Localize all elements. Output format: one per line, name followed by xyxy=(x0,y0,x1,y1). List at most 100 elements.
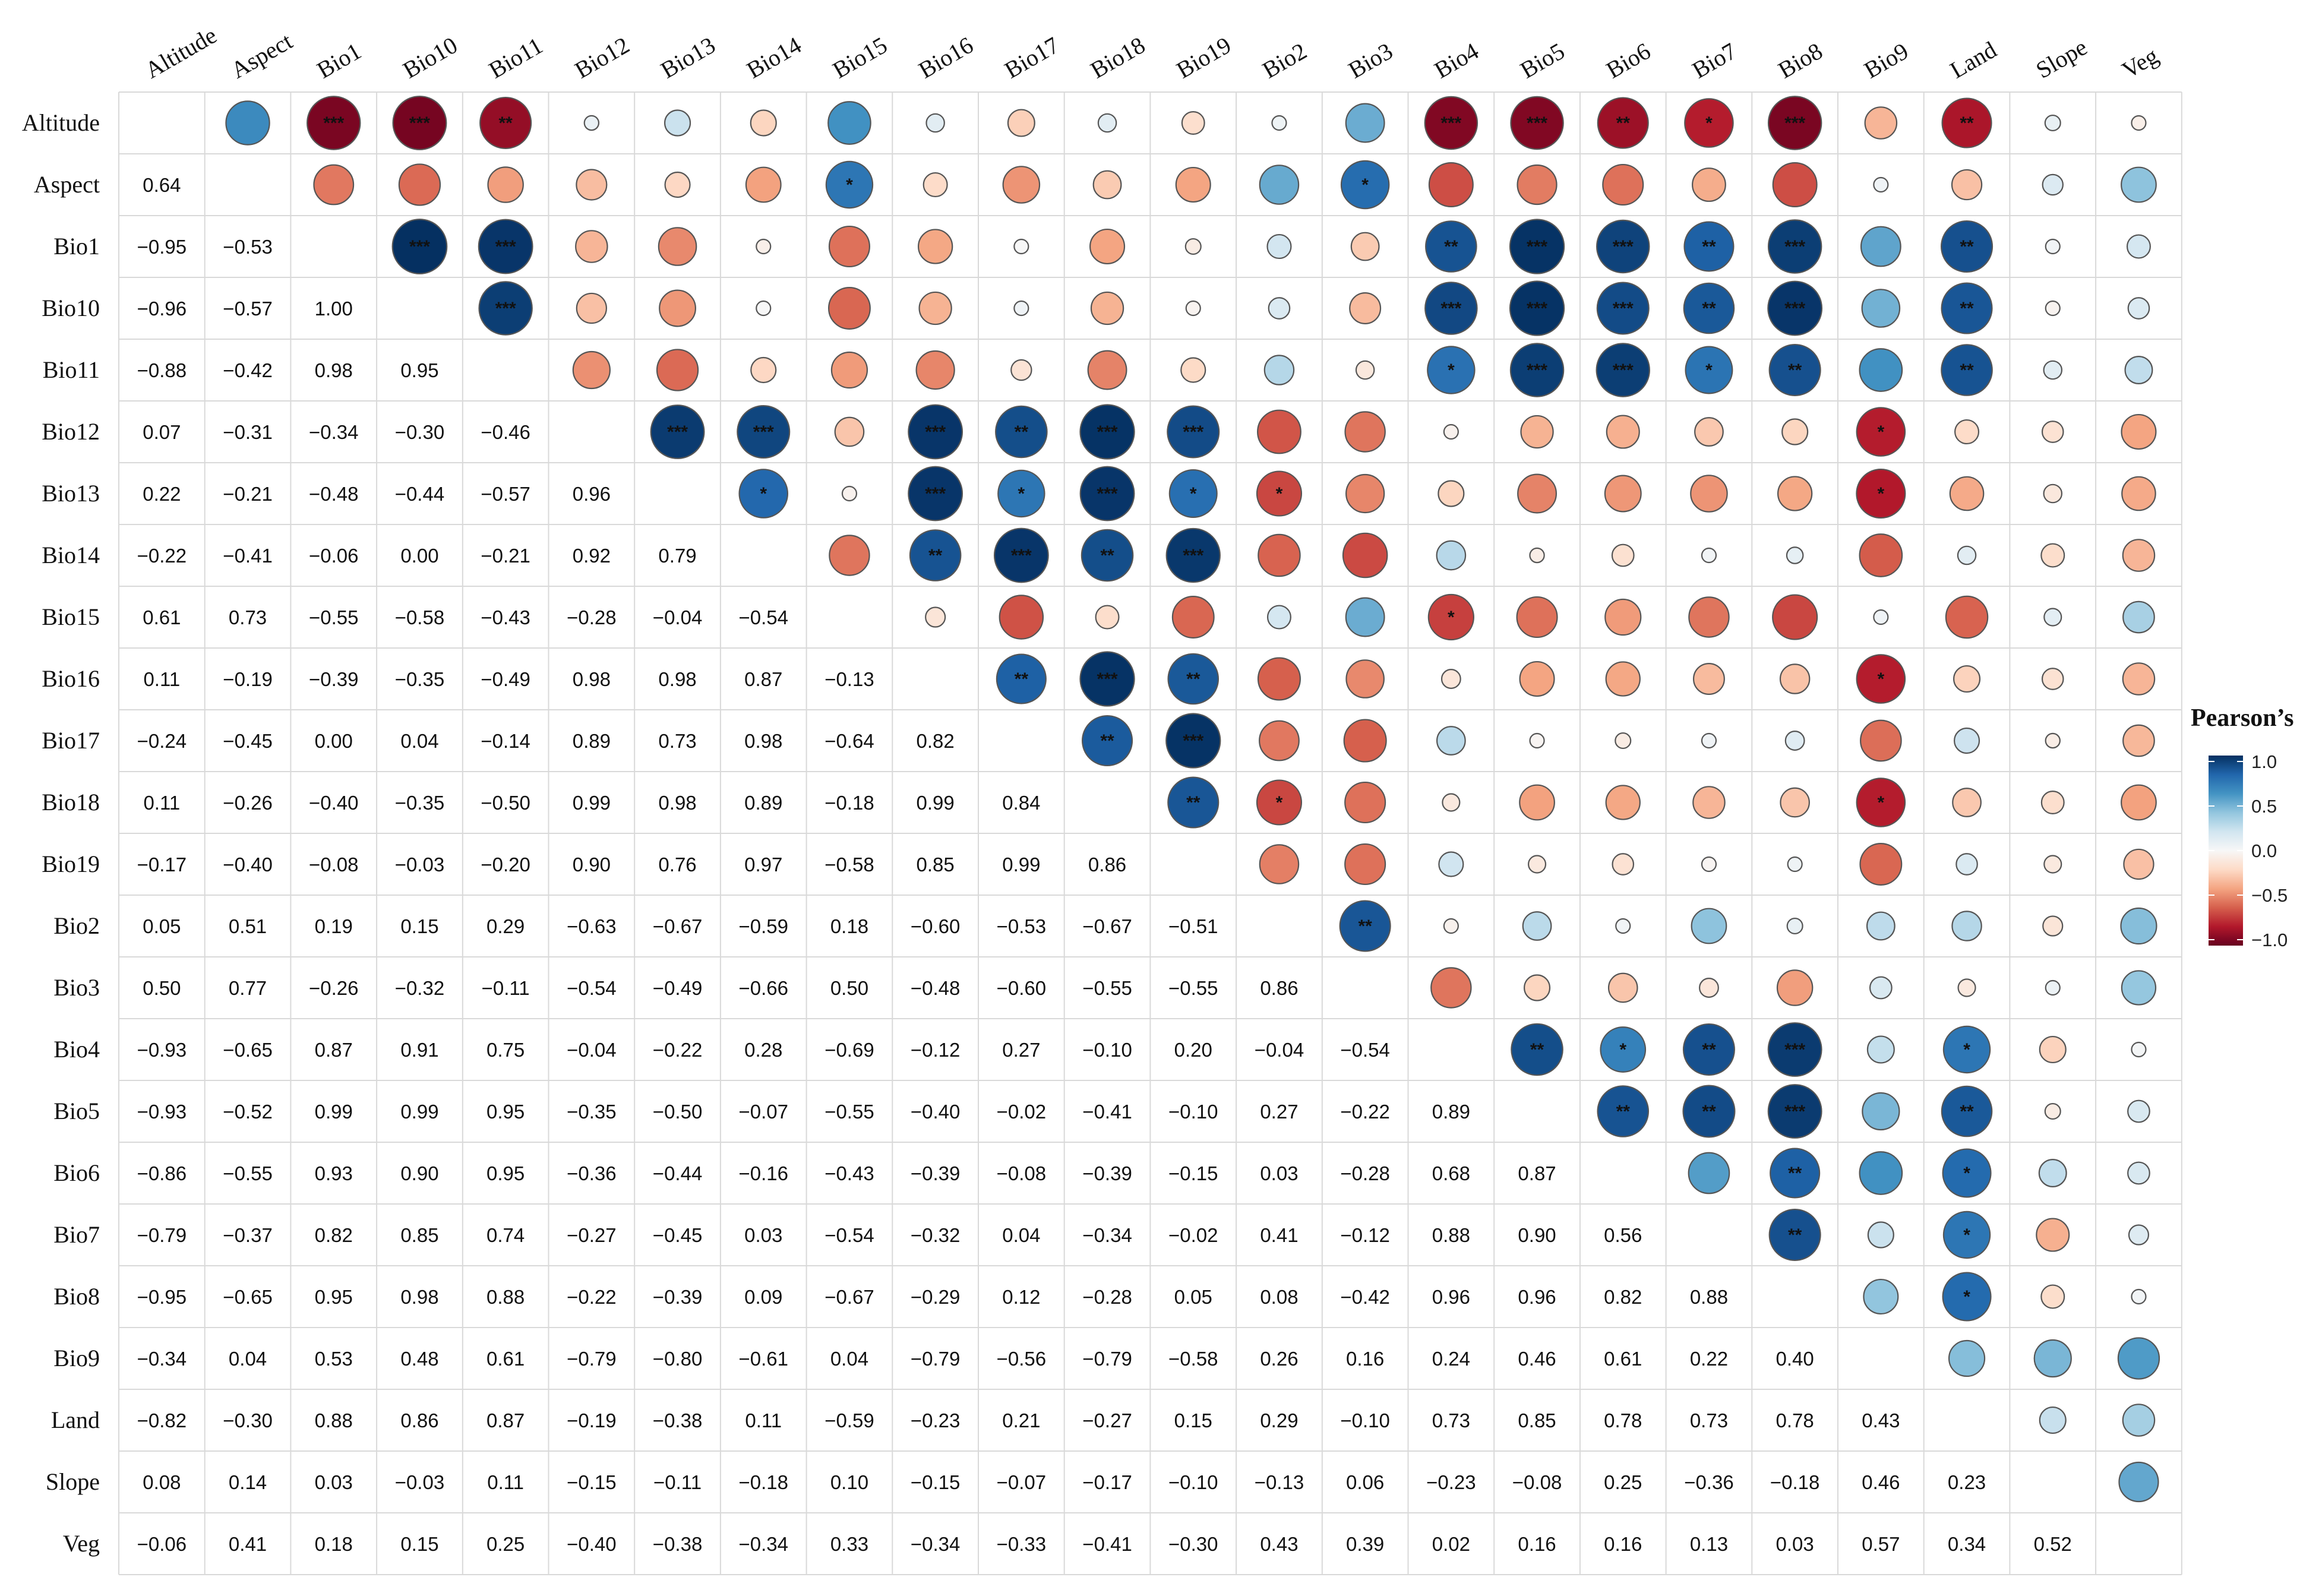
correlation-circle xyxy=(479,96,532,150)
significance-mark: ** xyxy=(1702,1102,1716,1121)
correlation-value: −0.28 xyxy=(567,606,617,628)
correlation-value: −0.57 xyxy=(481,483,530,505)
correlation-circle xyxy=(1271,115,1287,131)
legend-tick-label: 0.5 xyxy=(2251,796,2277,817)
correlation-value: 0.46 xyxy=(1518,1348,1556,1370)
significance-mark: *** xyxy=(1183,731,1203,751)
correlation-circle xyxy=(925,606,946,628)
legend-title: Pearson’s xyxy=(2191,704,2293,732)
correlation-circle xyxy=(1180,357,1206,383)
row-label: Bio5 xyxy=(53,1098,100,1124)
correlation-circle xyxy=(1519,660,1555,697)
correlation-value: −0.79 xyxy=(1082,1348,1132,1370)
correlation-value: 0.82 xyxy=(1604,1286,1642,1308)
correlation-circle xyxy=(908,466,963,522)
correlation-circle xyxy=(1942,1272,1992,1322)
correlation-value: 0.15 xyxy=(1174,1409,1212,1431)
correlation-value: −0.29 xyxy=(911,1286,961,1308)
correlation-value: 0.04 xyxy=(1002,1224,1040,1246)
correlation-circle xyxy=(1682,1085,1736,1138)
correlation-circle xyxy=(2044,114,2061,132)
correlation-value: −0.39 xyxy=(911,1162,961,1184)
correlation-circle xyxy=(1258,533,1301,577)
correlation-value: 0.03 xyxy=(744,1224,782,1246)
correlation-circle xyxy=(2131,1041,2147,1058)
correlation-value: −0.86 xyxy=(137,1162,187,1184)
correlation-circle xyxy=(1772,594,1818,640)
significance-mark: ** xyxy=(1616,1102,1631,1121)
correlation-value: 0.33 xyxy=(830,1533,868,1555)
correlation-circle xyxy=(1856,654,1906,704)
correlation-value: −0.95 xyxy=(137,236,187,258)
significance-mark: * xyxy=(846,175,853,195)
correlation-value: −0.37 xyxy=(223,1224,273,1246)
correlation-circle xyxy=(2120,907,2157,945)
correlation-circle xyxy=(1168,469,1218,518)
correlation-value: −0.54 xyxy=(567,977,617,999)
correlation-value: 0.73 xyxy=(658,730,696,752)
significance-mark: ** xyxy=(1186,793,1201,813)
significance-mark: *** xyxy=(409,113,430,133)
correlation-circle xyxy=(1443,918,1459,934)
correlation-circle xyxy=(1097,113,1117,133)
correlation-circle xyxy=(1175,166,1211,203)
correlation-value: 0.29 xyxy=(1260,1409,1298,1431)
significance-mark: * xyxy=(1361,175,1369,195)
correlation-value: −0.54 xyxy=(739,606,789,628)
correlation-value: 0.34 xyxy=(1948,1533,1986,1555)
correlation-circle xyxy=(1424,282,1478,335)
correlation-circle xyxy=(1942,1148,1992,1198)
correlation-circle xyxy=(1510,96,1564,150)
correlation-circle xyxy=(398,163,441,206)
correlation-value: −0.40 xyxy=(567,1533,617,1555)
correlation-value: 0.98 xyxy=(315,359,353,381)
correlation-value: −0.39 xyxy=(1082,1162,1132,1184)
column-label: Bio5 xyxy=(1516,37,1569,84)
correlation-value: −0.64 xyxy=(824,730,874,752)
column-label: Altitude xyxy=(140,21,221,84)
row-label: Bio3 xyxy=(53,974,100,1001)
correlation-value: −0.69 xyxy=(824,1039,874,1061)
correlation-value: −0.15 xyxy=(1168,1162,1218,1184)
correlation-circle xyxy=(2121,476,2156,511)
correlation-circle xyxy=(1690,475,1728,513)
significance-mark: *** xyxy=(1784,299,1805,318)
correlation-circle xyxy=(1259,165,1300,205)
correlation-value: −0.31 xyxy=(223,421,273,443)
correlation-value: 0.15 xyxy=(400,1533,438,1555)
correlation-value: 0.73 xyxy=(1690,1409,1728,1431)
correlation-value: −0.58 xyxy=(395,606,445,628)
correlation-value: 0.43 xyxy=(1260,1533,1298,1555)
correlation-value: −0.45 xyxy=(223,730,273,752)
correlation-value: 0.24 xyxy=(1432,1348,1470,1370)
correlation-value: −0.49 xyxy=(653,977,703,999)
correlation-circle xyxy=(1425,220,1477,273)
correlation-circle xyxy=(1597,1085,1650,1137)
correlation-circle xyxy=(1767,1022,1822,1077)
correlation-circle xyxy=(925,113,945,133)
correlation-circle xyxy=(2118,1461,2159,1503)
correlation-circle xyxy=(2127,1161,2150,1185)
correlation-circle xyxy=(1268,297,1291,320)
correlation-value: −0.35 xyxy=(395,792,445,814)
correlation-circle xyxy=(1692,786,1726,819)
correlation-circle xyxy=(1859,348,1903,392)
correlation-value: 0.46 xyxy=(1862,1471,1900,1493)
correlation-circle xyxy=(487,166,524,203)
correlation-value: 0.03 xyxy=(1776,1533,1814,1555)
correlation-value: 0.16 xyxy=(1518,1533,1556,1555)
column-label: Bio12 xyxy=(570,31,634,84)
correlation-circle xyxy=(1612,853,1635,876)
correlation-value: 0.29 xyxy=(486,915,525,937)
correlation-value: 0.93 xyxy=(315,1162,353,1184)
significance-mark: ** xyxy=(1788,1164,1802,1183)
correlation-circle xyxy=(1864,106,1898,140)
column-label: Land xyxy=(1945,36,2001,84)
correlation-circle xyxy=(1002,166,1041,204)
correlation-value: 0.18 xyxy=(315,1533,353,1555)
correlation-value: 0.08 xyxy=(1260,1286,1298,1308)
correlation-value: 0.86 xyxy=(1088,854,1126,876)
correlation-circle xyxy=(2040,1284,2065,1309)
correlation-value: −0.22 xyxy=(1340,1101,1390,1123)
correlation-value: −0.16 xyxy=(739,1162,789,1184)
